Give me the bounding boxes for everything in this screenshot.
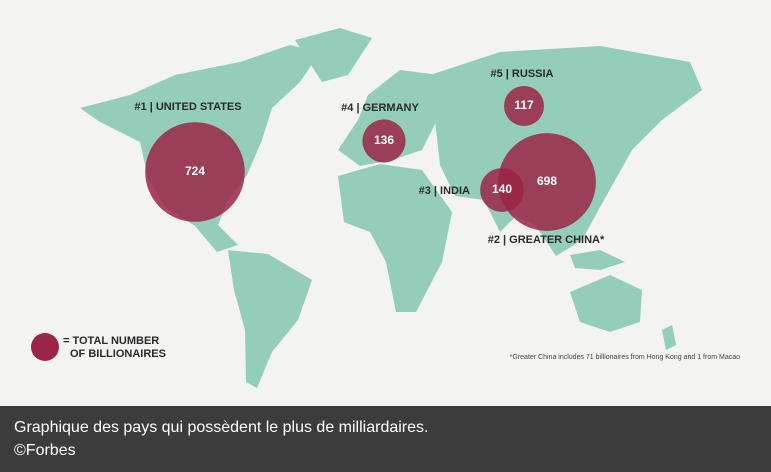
- footnote: *Greater China includes 71 billionaires …: [510, 354, 740, 361]
- bubble: [498, 133, 596, 231]
- bubble-value: 698: [537, 174, 557, 188]
- bubble-value: 140: [492, 182, 512, 196]
- caption-bar: [0, 406, 771, 472]
- country-label: #5 | RUSSIA: [491, 68, 554, 80]
- country-label: #1 | UNITED STATES: [134, 101, 241, 113]
- country-label: #3 | INDIA: [419, 185, 470, 197]
- southeast-asia: [570, 250, 625, 270]
- bubbles: 724 #1 | UNITED STATES 698 #2 | GREATER CHI…: [134, 68, 605, 246]
- bubble-value: 136: [374, 133, 394, 147]
- caption: Graphique des pays qui possèdent le plus…: [14, 419, 428, 436]
- country-label: #2 | GREATER CHINA*: [488, 234, 605, 246]
- africa: [338, 164, 452, 312]
- legend-text: OF BILLIONAIRES: [70, 348, 166, 360]
- credit: ©Forbes: [14, 442, 76, 459]
- south-america: [228, 250, 312, 388]
- new-zealand: [662, 325, 676, 350]
- greenland: [295, 28, 372, 82]
- bubble: [503, 85, 545, 127]
- bubble: [362, 119, 406, 163]
- australia: [570, 275, 642, 332]
- bubble: [480, 168, 524, 212]
- bubble-value: 117: [514, 98, 534, 112]
- legend-marker: [31, 333, 59, 361]
- country-label: #4 | GERMANY: [341, 102, 419, 114]
- bubble: [145, 122, 245, 222]
- legend-text: = TOTAL NUMBER: [63, 335, 159, 347]
- bubble-value: 724: [185, 164, 205, 178]
